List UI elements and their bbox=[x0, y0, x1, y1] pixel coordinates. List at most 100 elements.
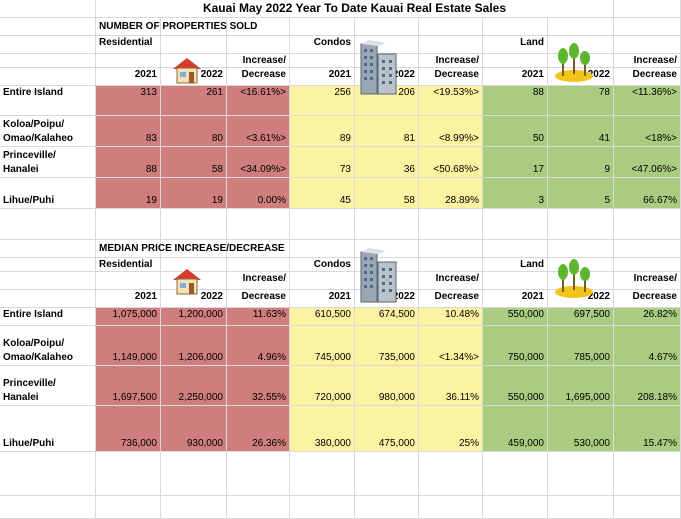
empty-cell[interactable] bbox=[0, 0, 96, 18]
year-2022-header[interactable]: 2022 bbox=[548, 290, 614, 308]
decrease-header[interactable]: Decrease bbox=[227, 290, 290, 308]
value-cell-r22[interactable]: 1,200,000 bbox=[161, 308, 227, 326]
empty-cell[interactable] bbox=[161, 36, 227, 54]
empty-cell[interactable] bbox=[0, 452, 96, 496]
value-cell-lchg[interactable]: 4.67% bbox=[614, 326, 681, 366]
empty-cell[interactable] bbox=[419, 240, 483, 258]
value-cell-l22[interactable]: 530,000 bbox=[548, 406, 614, 452]
value-cell-r21[interactable]: 1,697,500 bbox=[96, 366, 161, 406]
value-cell-c22[interactable]: 674,500 bbox=[355, 308, 419, 326]
value-cell-c21[interactable]: 89 bbox=[290, 116, 355, 147]
empty-cell[interactable] bbox=[483, 452, 548, 496]
value-cell-l22[interactable]: 9 bbox=[548, 147, 614, 178]
value-cell-r22[interactable]: 19 bbox=[161, 178, 227, 209]
increase-header[interactable]: Increase/ bbox=[614, 272, 681, 290]
value-cell-lchg[interactable]: 66.67% bbox=[614, 178, 681, 209]
value-cell-l21[interactable]: 750,000 bbox=[483, 326, 548, 366]
empty-cell[interactable] bbox=[483, 209, 548, 240]
value-cell-rchg[interactable]: 32.55% bbox=[227, 366, 290, 406]
value-cell-r21[interactable]: 19 bbox=[96, 178, 161, 209]
condos-label[interactable]: Condos bbox=[290, 36, 355, 54]
empty-cell[interactable] bbox=[0, 68, 96, 86]
decrease-header[interactable]: Decrease bbox=[419, 68, 483, 86]
increase-header[interactable]: Increase/ bbox=[227, 54, 290, 68]
value-cell-lchg[interactable]: 26.82% bbox=[614, 308, 681, 326]
value-cell-c21[interactable]: 45 bbox=[290, 178, 355, 209]
value-cell-c22[interactable]: 206 bbox=[355, 86, 419, 116]
title-cell[interactable]: Kauai May 2022 Year To Date Kauai Real E… bbox=[96, 0, 614, 18]
empty-cell[interactable] bbox=[96, 209, 161, 240]
value-cell-l22[interactable]: 785,000 bbox=[548, 326, 614, 366]
area-label[interactable]: Entire Island bbox=[0, 86, 96, 116]
value-cell-l21[interactable]: 459,000 bbox=[483, 406, 548, 452]
empty-cell[interactable] bbox=[161, 452, 227, 496]
empty-cell[interactable] bbox=[614, 452, 681, 496]
empty-cell[interactable] bbox=[0, 496, 96, 519]
value-cell-lchg[interactable]: <47.06%> bbox=[614, 147, 681, 178]
land-label[interactable]: Land bbox=[483, 258, 548, 272]
increase-header[interactable]: Increase/ bbox=[419, 54, 483, 68]
empty-cell[interactable] bbox=[290, 54, 355, 68]
decrease-header[interactable]: Decrease bbox=[614, 290, 681, 308]
value-cell-l21[interactable]: 550,000 bbox=[483, 308, 548, 326]
value-cell-rchg[interactable]: 0.00% bbox=[227, 178, 290, 209]
year-2022-header[interactable]: 2022 bbox=[161, 290, 227, 308]
empty-cell[interactable] bbox=[290, 272, 355, 290]
area-label[interactable]: Lihue/Puhi bbox=[0, 178, 96, 209]
empty-cell[interactable] bbox=[614, 240, 681, 258]
value-cell-c21[interactable]: 73 bbox=[290, 147, 355, 178]
empty-cell[interactable] bbox=[290, 496, 355, 519]
value-cell-cchg[interactable]: 10.48% bbox=[419, 308, 483, 326]
empty-cell[interactable] bbox=[0, 36, 96, 54]
value-cell-r21[interactable]: 88 bbox=[96, 147, 161, 178]
empty-cell[interactable] bbox=[614, 36, 681, 54]
empty-cell[interactable] bbox=[355, 18, 419, 36]
value-cell-c22[interactable]: 36 bbox=[355, 147, 419, 178]
area-label[interactable]: Princeville/Hanalei bbox=[0, 147, 96, 178]
value-cell-l21[interactable]: 17 bbox=[483, 147, 548, 178]
area-label[interactable]: Princeville/Hanalei bbox=[0, 366, 96, 406]
value-cell-c21[interactable]: 256 bbox=[290, 86, 355, 116]
empty-cell[interactable] bbox=[419, 18, 483, 36]
empty-cell[interactable] bbox=[227, 36, 290, 54]
empty-cell[interactable] bbox=[419, 452, 483, 496]
empty-cell[interactable] bbox=[0, 54, 96, 68]
empty-cell[interactable] bbox=[161, 496, 227, 519]
increase-header[interactable]: Increase/ bbox=[227, 272, 290, 290]
empty-cell[interactable] bbox=[0, 240, 96, 258]
value-cell-rchg[interactable]: 11.63% bbox=[227, 308, 290, 326]
value-cell-lchg[interactable]: <11.36%> bbox=[614, 86, 681, 116]
empty-cell[interactable] bbox=[227, 258, 290, 272]
value-cell-cchg[interactable]: <50.68%> bbox=[419, 147, 483, 178]
empty-cell[interactable] bbox=[419, 209, 483, 240]
value-cell-rchg[interactable]: <34.09%> bbox=[227, 147, 290, 178]
empty-cell[interactable] bbox=[355, 452, 419, 496]
area-label[interactable]: Entire Island bbox=[0, 308, 96, 326]
value-cell-l21[interactable]: 88 bbox=[483, 86, 548, 116]
empty-cell[interactable] bbox=[419, 258, 483, 272]
year-2021-header[interactable]: 2021 bbox=[290, 68, 355, 86]
value-cell-c22[interactable]: 81 bbox=[355, 116, 419, 147]
area-label[interactable]: Koloa/Poipu/Omao/Kalaheo bbox=[0, 116, 96, 147]
value-cell-l21[interactable]: 50 bbox=[483, 116, 548, 147]
value-cell-c22[interactable]: 980,000 bbox=[355, 366, 419, 406]
value-cell-cchg[interactable]: <8.99%> bbox=[419, 116, 483, 147]
value-cell-rchg[interactable]: 4.96% bbox=[227, 326, 290, 366]
value-cell-r22[interactable]: 1,206,000 bbox=[161, 326, 227, 366]
empty-cell[interactable] bbox=[0, 18, 96, 36]
empty-cell[interactable] bbox=[227, 452, 290, 496]
value-cell-r21[interactable]: 736,000 bbox=[96, 406, 161, 452]
empty-cell[interactable] bbox=[548, 18, 614, 36]
empty-cell[interactable] bbox=[0, 290, 96, 308]
empty-cell[interactable] bbox=[96, 54, 161, 68]
value-cell-l22[interactable]: 5 bbox=[548, 178, 614, 209]
value-cell-c22[interactable]: 475,000 bbox=[355, 406, 419, 452]
value-cell-l22[interactable]: 697,500 bbox=[548, 308, 614, 326]
year-2022-header[interactable]: 2022 bbox=[548, 68, 614, 86]
increase-header[interactable]: Increase/ bbox=[419, 272, 483, 290]
value-cell-c21[interactable]: 720,000 bbox=[290, 366, 355, 406]
empty-cell[interactable] bbox=[96, 496, 161, 519]
section-heading[interactable]: MEDIAN PRICE INCREASE/DECREASE bbox=[96, 240, 290, 258]
increase-header[interactable]: Increase/ bbox=[614, 54, 681, 68]
area-label[interactable]: Lihue/Puhi bbox=[0, 406, 96, 452]
